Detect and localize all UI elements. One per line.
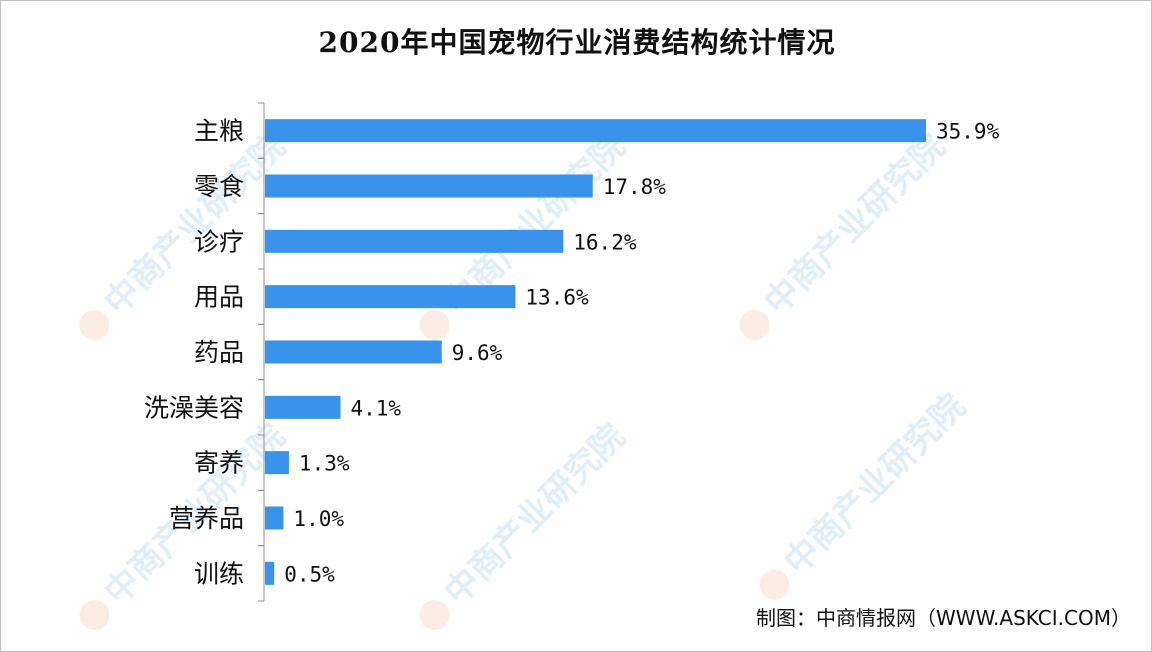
bar-1 — [265, 174, 593, 198]
value-label: 1.0% — [293, 507, 344, 531]
category-label: 寄养 — [194, 449, 244, 478]
bar-0 — [265, 119, 926, 143]
category-label: 营养品 — [169, 504, 244, 533]
category-label: 用品 — [194, 283, 244, 312]
bar-3 — [265, 285, 516, 309]
category-label: 药品 — [194, 338, 244, 367]
source-credit: 制图：中商情报网（WWW.ASKCI.COM） — [756, 606, 1131, 630]
value-label: 17.8% — [603, 175, 667, 199]
bar-6 — [265, 451, 289, 475]
bar-2 — [265, 229, 564, 253]
category-label: 洗澡美容 — [144, 393, 244, 422]
value-label: 9.6% — [452, 341, 503, 365]
value-label: 35.9% — [936, 120, 1000, 144]
bar-5 — [265, 395, 341, 419]
value-label: 0.5% — [284, 562, 335, 586]
category-label: 诊疗 — [194, 227, 244, 256]
category-label: 零食 — [194, 172, 244, 201]
bar-7 — [265, 506, 284, 530]
value-label: 16.2% — [573, 230, 637, 254]
category-label: 训练 — [194, 559, 244, 588]
value-label: 13.6% — [525, 286, 589, 310]
category-label: 主粮 — [194, 117, 244, 146]
value-label: 1.3% — [299, 452, 350, 476]
chart-title: 2020年中国宠物行业消费结构统计情况 — [318, 26, 836, 59]
bar-4 — [265, 340, 442, 364]
value-label: 4.1% — [350, 396, 401, 420]
bar-8 — [265, 561, 275, 585]
